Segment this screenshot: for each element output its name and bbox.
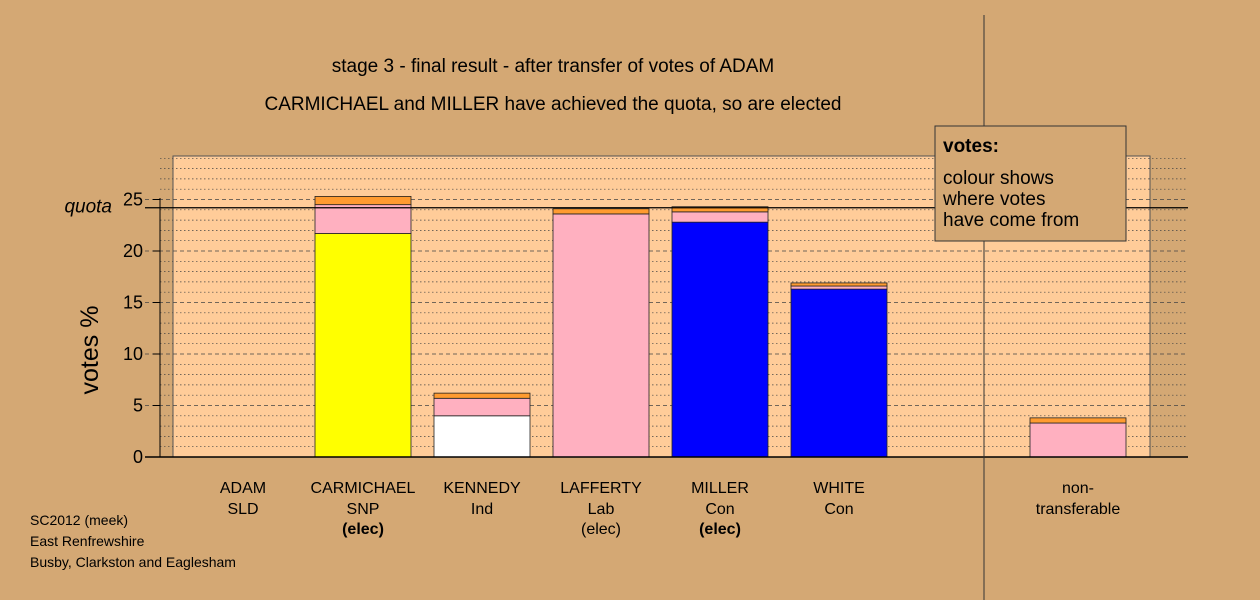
y-tick-label: 5 bbox=[133, 396, 143, 416]
bar-miller-segment-0 bbox=[671, 221, 769, 458]
footer-line-2: East Renfrewshire bbox=[30, 533, 145, 549]
candidate-party-carmichael: SNP bbox=[347, 501, 380, 518]
bar-carmichael-segment-0 bbox=[314, 233, 412, 458]
bar-white-segment-0 bbox=[790, 288, 888, 458]
legend-line-3: have come from bbox=[943, 210, 1079, 231]
candidate-party-lafferty: Lab bbox=[588, 501, 615, 518]
candidate-name-carmichael: CARMICHAEL bbox=[311, 480, 416, 497]
candidate-labels: ADAM SLD CARMICHAEL SNP (elec) KENNEDY Ind LAFF… bbox=[220, 480, 865, 538]
chart-subtitle: CARMICHAEL and MILLER have achieved the … bbox=[264, 94, 841, 115]
y-tick-label: 25 bbox=[123, 190, 143, 210]
footer-line-3: Busby, Clarkston and Eaglesham bbox=[30, 554, 236, 570]
y-tick-label: 20 bbox=[123, 241, 143, 261]
candidate-status-miller: (elec) bbox=[699, 521, 741, 538]
legend: votes: colour shows where votes have com… bbox=[934, 125, 1127, 242]
nontransferable-label-1: non- bbox=[1062, 480, 1094, 497]
bar-miller-segment-1 bbox=[671, 211, 769, 223]
candidate-party-white: Con bbox=[824, 501, 853, 518]
legend-box bbox=[934, 125, 1127, 242]
candidate-party-adam: SLD bbox=[227, 501, 258, 518]
legend-line-1: colour shows bbox=[943, 168, 1054, 189]
bar-kennedy-segment-1 bbox=[433, 397, 531, 417]
legend-title: votes: bbox=[943, 136, 999, 157]
legend-line-2: where votes bbox=[942, 189, 1045, 210]
y-tick-label: 15 bbox=[123, 293, 143, 313]
y-axis-label: votes % bbox=[76, 306, 104, 395]
chart-title: stage 3 - final result - after transfer … bbox=[332, 56, 774, 77]
bar-miller-segment-2 bbox=[671, 206, 769, 213]
bar-carmichael-segment-1 bbox=[314, 204, 412, 234]
candidate-party-miller: Con bbox=[705, 501, 734, 518]
candidate-name-miller: MILLER bbox=[691, 480, 749, 497]
bar-nontransferable-segment-1 bbox=[1029, 417, 1127, 424]
candidate-name-kennedy: KENNEDY bbox=[443, 480, 521, 497]
candidate-status-carmichael: (elec) bbox=[342, 521, 384, 538]
y-tick-label: 0 bbox=[133, 447, 143, 467]
quota-label: quota bbox=[64, 197, 112, 218]
bar-lafferty-segment-1 bbox=[552, 208, 650, 215]
candidate-party-kennedy: Ind bbox=[471, 501, 493, 518]
bar-nontransferable-segment-0 bbox=[1029, 422, 1127, 458]
bar-kennedy-segment-2 bbox=[433, 392, 531, 399]
bar-white-segment-2 bbox=[790, 282, 888, 287]
bar-kennedy-segment-0 bbox=[433, 415, 531, 458]
bars bbox=[314, 196, 1127, 458]
bar-carmichael-segment-2 bbox=[314, 196, 412, 206]
y-ticks: 0 5 10 15 20 25 bbox=[123, 190, 160, 467]
candidate-name-white: WHITE bbox=[813, 480, 865, 497]
y-tick-label: 10 bbox=[123, 344, 143, 364]
bar-white-segment-1 bbox=[790, 285, 888, 290]
candidate-name-adam: ADAM bbox=[220, 480, 266, 497]
candidate-status-lafferty: (elec) bbox=[581, 521, 621, 538]
footer-line-1: SC2012 (meek) bbox=[30, 512, 128, 528]
bar-lafferty-segment-0 bbox=[552, 213, 650, 458]
nontransferable-label-2: transferable bbox=[1036, 501, 1121, 518]
candidate-name-lafferty: LAFFERTY bbox=[560, 480, 642, 497]
